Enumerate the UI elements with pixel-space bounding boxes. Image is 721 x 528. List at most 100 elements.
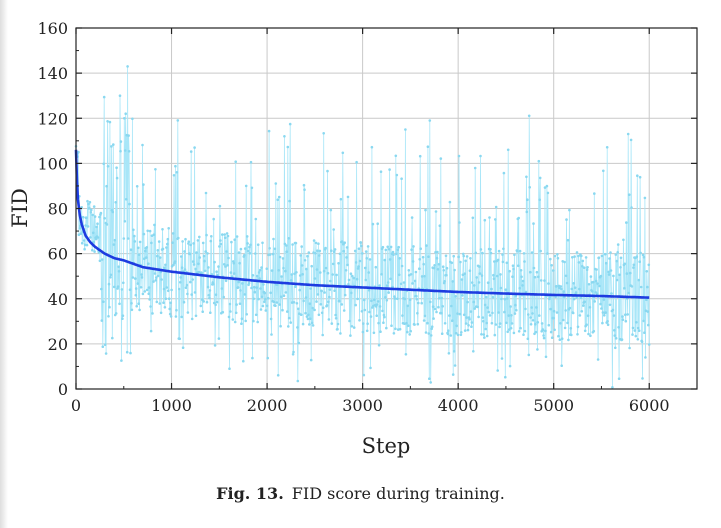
x-tick-label: 5000 <box>533 396 574 415</box>
raw-point <box>91 231 95 235</box>
raw-point <box>357 247 361 250</box>
raw-point <box>89 211 93 214</box>
raw-point <box>445 266 449 270</box>
raw-point <box>595 268 598 271</box>
raw-point <box>483 303 487 307</box>
raw-point <box>209 239 213 243</box>
raw-point <box>111 336 114 340</box>
raw-point <box>443 322 447 325</box>
raw-point <box>400 177 403 180</box>
raw-point <box>623 287 626 290</box>
raw-point <box>464 322 468 325</box>
raw-point <box>297 307 300 311</box>
raw-point <box>573 286 577 290</box>
raw-point <box>285 250 289 253</box>
raw-point <box>527 313 530 316</box>
raw-point <box>206 252 209 255</box>
raw-point <box>550 264 553 267</box>
raw-point <box>578 287 581 291</box>
y-tick-label: 80 <box>48 200 68 219</box>
raw-point <box>499 286 503 290</box>
raw-point <box>625 272 629 275</box>
raw-point <box>298 288 302 292</box>
raw-point <box>432 317 435 320</box>
raw-point <box>473 307 477 310</box>
raw-point <box>100 319 104 322</box>
raw-point <box>493 333 497 337</box>
raw-point <box>534 322 537 326</box>
raw-point <box>177 236 180 240</box>
raw-point <box>419 247 423 250</box>
raw-point <box>513 253 516 257</box>
raw-point <box>268 253 272 256</box>
raw-point <box>171 241 174 244</box>
raw-point <box>416 322 420 326</box>
x-tick-label: 3000 <box>342 396 383 415</box>
raw-point <box>99 211 103 215</box>
raw-point <box>557 334 560 338</box>
raw-point <box>471 216 475 220</box>
raw-point <box>235 235 239 238</box>
raw-point <box>468 269 472 273</box>
raw-point <box>555 285 558 288</box>
raw-point <box>134 277 137 280</box>
raw-point <box>404 353 408 356</box>
raw-point <box>600 307 603 310</box>
raw-point <box>404 128 407 131</box>
y-tick-label: 120 <box>37 109 68 128</box>
raw-point <box>359 241 363 244</box>
raw-point <box>572 297 576 301</box>
raw-point <box>379 170 383 173</box>
raw-point <box>389 245 393 249</box>
raw-point <box>624 319 628 323</box>
raw-point <box>86 199 89 203</box>
raw-point <box>164 263 167 267</box>
raw-point <box>294 241 298 245</box>
raw-point <box>596 282 599 285</box>
raw-point <box>298 274 302 277</box>
raw-point <box>288 199 292 203</box>
raw-point <box>167 227 170 230</box>
raw-point <box>140 276 144 279</box>
raw-point <box>163 266 166 270</box>
y-tick-label: 100 <box>37 154 68 173</box>
raw-point <box>495 274 499 278</box>
raw-point <box>505 297 509 300</box>
raw-point <box>149 305 152 308</box>
raw-point <box>366 245 370 248</box>
raw-point <box>606 323 610 327</box>
raw-point <box>603 314 606 317</box>
raw-point <box>494 218 497 221</box>
raw-point <box>134 293 138 297</box>
raw-point <box>512 267 515 271</box>
raw-point <box>96 236 100 239</box>
raw-point <box>503 310 506 314</box>
raw-point <box>138 308 141 312</box>
raw-point <box>199 304 203 308</box>
raw-point <box>207 293 211 297</box>
raw-point <box>391 250 395 254</box>
raw-point <box>354 303 358 307</box>
raw-point <box>284 269 287 273</box>
raw-point <box>294 285 297 289</box>
raw-point <box>202 300 205 303</box>
raw-point <box>556 253 559 256</box>
raw-point <box>576 333 579 336</box>
raw-point <box>252 319 255 323</box>
raw-point <box>140 273 143 276</box>
raw-point <box>152 280 155 283</box>
raw-point <box>197 270 201 274</box>
raw-point <box>626 313 629 316</box>
raw-point <box>266 356 270 360</box>
raw-point <box>118 302 121 306</box>
raw-point <box>618 273 621 277</box>
axis-ticks: 0 1000 2000 3000 4000 5000 6000 0 20 40 60 80 100 120… <box>37 19 697 415</box>
raw-point <box>534 330 538 334</box>
raw-point <box>416 311 419 315</box>
raw-point <box>152 233 156 236</box>
raw-point <box>352 326 356 329</box>
raw-point <box>194 314 198 318</box>
raw-point <box>103 343 107 347</box>
raw-point <box>494 205 498 209</box>
raw-point <box>364 250 368 253</box>
